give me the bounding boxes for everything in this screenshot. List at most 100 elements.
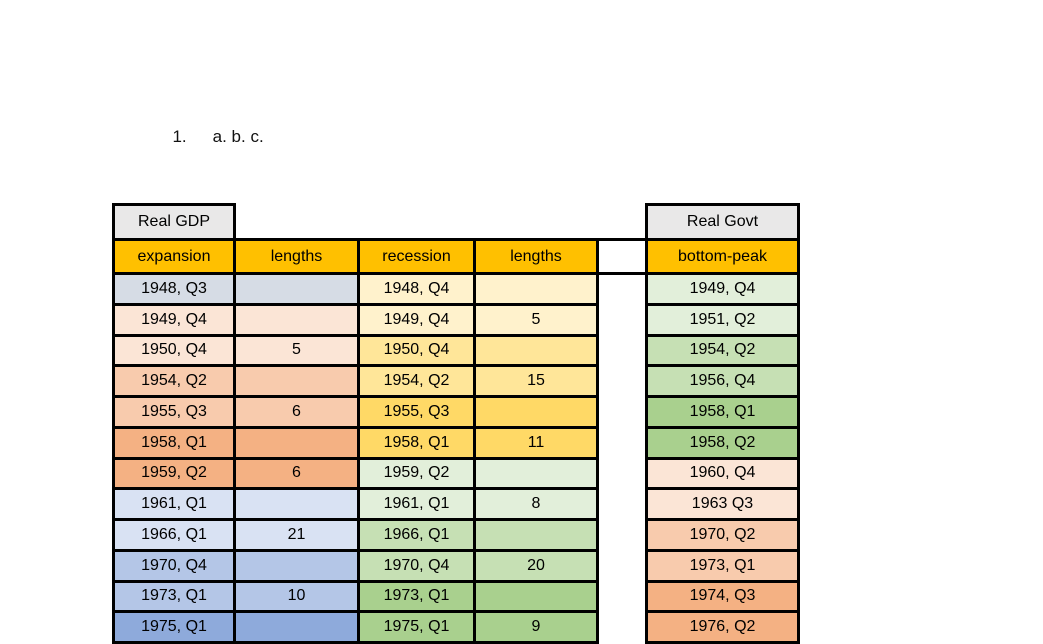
expansion-cell: 1961, Q1 bbox=[112, 487, 236, 521]
recession-cell: 1955, Q3 bbox=[357, 395, 476, 429]
real-govt-title-cell: Real Govt bbox=[645, 203, 800, 241]
table-body: Real GDP Real Govt expansion lengths rec… bbox=[112, 203, 800, 644]
recession-length-cell: 8 bbox=[473, 487, 599, 521]
expansion-length-cell: 5 bbox=[233, 333, 360, 368]
recession-length-cell bbox=[473, 456, 599, 491]
recession-cell: 1966, Q1 bbox=[357, 518, 476, 552]
gap-cell bbox=[597, 273, 647, 305]
recession-length-cell bbox=[473, 333, 599, 368]
recession-length-cell bbox=[473, 395, 599, 429]
table-row: 1948, Q3 1948, Q4 1949, Q4 bbox=[112, 272, 800, 306]
recession-length-cell: 15 bbox=[473, 364, 599, 398]
bottom-peak-cell: 1976, Q2 bbox=[645, 610, 800, 644]
bottom-peak-cell: 1958, Q1 bbox=[645, 395, 800, 429]
gap-cell bbox=[597, 365, 647, 397]
expansion-length-cell bbox=[233, 364, 360, 398]
table-title-row: Real GDP Real Govt bbox=[112, 203, 800, 241]
expansion-length-cell bbox=[233, 487, 360, 521]
recession-cell: 1973, Q1 bbox=[357, 579, 476, 614]
bottom-peak-cell: 1973, Q1 bbox=[645, 548, 800, 583]
table-row: 1950, Q4 5 1950, Q4 1954, Q2 bbox=[112, 333, 800, 368]
recession-cell: 1948, Q4 bbox=[357, 272, 476, 306]
table-row: 1961, Q1 1961, Q1 8 1963 Q3 bbox=[112, 487, 800, 521]
recession-cell: 1961, Q1 bbox=[357, 487, 476, 521]
bottom-peak-cell: 1960, Q4 bbox=[645, 456, 800, 491]
bottom-peak-cell: 1963 Q3 bbox=[645, 487, 800, 521]
recession-length-cell: 11 bbox=[473, 425, 599, 460]
table-row: 1966, Q1 21 1966, Q1 1970, Q2 bbox=[112, 518, 800, 552]
list-sub-items: a. b. c. bbox=[212, 127, 264, 146]
gap-cell bbox=[597, 581, 647, 612]
table-header-row: expansion lengths recession lengths bott… bbox=[112, 238, 800, 275]
expansion-cell: 1950, Q4 bbox=[112, 333, 236, 368]
table-row: 1973, Q1 10 1973, Q1 1974, Q3 bbox=[112, 579, 800, 614]
bottom-peak-cell: 1954, Q2 bbox=[645, 333, 800, 368]
expansion-length-cell: 6 bbox=[233, 456, 360, 491]
expansion-cell: 1958, Q1 bbox=[112, 425, 236, 460]
gap-cell bbox=[597, 611, 647, 643]
recession-cell: 1970, Q4 bbox=[357, 548, 476, 583]
numbered-list-item: 1. a. b. c. bbox=[163, 107, 264, 147]
expansion-length-cell bbox=[233, 425, 360, 460]
recession-length-cell: 5 bbox=[473, 302, 599, 337]
expansion-length-cell bbox=[233, 272, 360, 306]
expansion-cell: 1973, Q1 bbox=[112, 579, 236, 614]
expansion-cell: 1975, Q1 bbox=[112, 610, 236, 644]
recession-cell: 1975, Q1 bbox=[357, 610, 476, 644]
gap-cell bbox=[597, 488, 647, 520]
table-row: 1975, Q1 1975, Q1 9 1976, Q2 bbox=[112, 610, 800, 644]
expansion-cell: 1955, Q3 bbox=[112, 395, 236, 429]
expansion-cell: 1948, Q3 bbox=[112, 272, 236, 306]
bottom-peak-cell: 1970, Q2 bbox=[645, 518, 800, 552]
expansion-cell: 1949, Q4 bbox=[112, 302, 236, 337]
title-row-spacer bbox=[234, 204, 647, 240]
recession-cell: 1959, Q2 bbox=[357, 456, 476, 491]
column-header-lengths-1: lengths bbox=[233, 238, 360, 275]
expansion-cell: 1954, Q2 bbox=[112, 364, 236, 398]
recession-cell: 1949, Q4 bbox=[357, 302, 476, 337]
recession-length-cell bbox=[473, 518, 599, 552]
recession-cell: 1950, Q4 bbox=[357, 333, 476, 368]
real-gdp-title-cell: Real GDP bbox=[112, 203, 236, 241]
recession-length-cell: 20 bbox=[473, 548, 599, 583]
business-cycle-table: Real GDP Real Govt expansion lengths rec… bbox=[112, 203, 800, 644]
gap-cell bbox=[597, 519, 647, 551]
recession-cell: 1954, Q2 bbox=[357, 364, 476, 398]
bottom-peak-cell: 1956, Q4 bbox=[645, 364, 800, 398]
column-header-recession: recession bbox=[357, 238, 476, 275]
table-row: 1959, Q2 6 1959, Q2 1960, Q4 bbox=[112, 456, 800, 491]
recession-length-cell bbox=[473, 272, 599, 306]
table-row: 1954, Q2 1954, Q2 15 1956, Q4 bbox=[112, 364, 800, 398]
expansion-length-cell: 6 bbox=[233, 395, 360, 429]
expansion-length-cell: 21 bbox=[233, 518, 360, 552]
gap-cell bbox=[597, 304, 647, 335]
column-header-lengths-2: lengths bbox=[473, 238, 599, 275]
column-header-bottom-peak: bottom-peak bbox=[645, 238, 800, 275]
expansion-length-cell bbox=[233, 548, 360, 583]
expansion-cell: 1970, Q4 bbox=[112, 548, 236, 583]
expansion-length-cell bbox=[233, 302, 360, 337]
expansion-cell: 1966, Q1 bbox=[112, 518, 236, 552]
recession-cell: 1958, Q1 bbox=[357, 425, 476, 460]
bottom-peak-cell: 1958, Q2 bbox=[645, 425, 800, 460]
gap-cell bbox=[597, 396, 647, 428]
expansion-length-cell bbox=[233, 610, 360, 644]
gap-cell bbox=[597, 335, 647, 366]
recession-length-cell bbox=[473, 579, 599, 614]
table-row: 1955, Q3 6 1955, Q3 1958, Q1 bbox=[112, 395, 800, 429]
gap-cell bbox=[597, 458, 647, 489]
column-header-expansion: expansion bbox=[112, 238, 236, 275]
header-gap-cell bbox=[596, 238, 648, 275]
gap-cell bbox=[597, 427, 647, 458]
bottom-peak-cell: 1949, Q4 bbox=[645, 272, 800, 306]
table-row: 1970, Q4 1970, Q4 20 1973, Q1 bbox=[112, 548, 800, 583]
gap-cell bbox=[597, 550, 647, 581]
bottom-peak-cell: 1974, Q3 bbox=[645, 579, 800, 614]
expansion-cell: 1959, Q2 bbox=[112, 456, 236, 491]
table-row: 1958, Q1 1958, Q1 11 1958, Q2 bbox=[112, 425, 800, 460]
expansion-length-cell: 10 bbox=[233, 579, 360, 614]
table-row: 1949, Q4 1949, Q4 5 1951, Q2 bbox=[112, 302, 800, 337]
bottom-peak-cell: 1951, Q2 bbox=[645, 302, 800, 337]
recession-length-cell: 9 bbox=[473, 610, 599, 644]
list-number: 1. bbox=[172, 127, 187, 146]
